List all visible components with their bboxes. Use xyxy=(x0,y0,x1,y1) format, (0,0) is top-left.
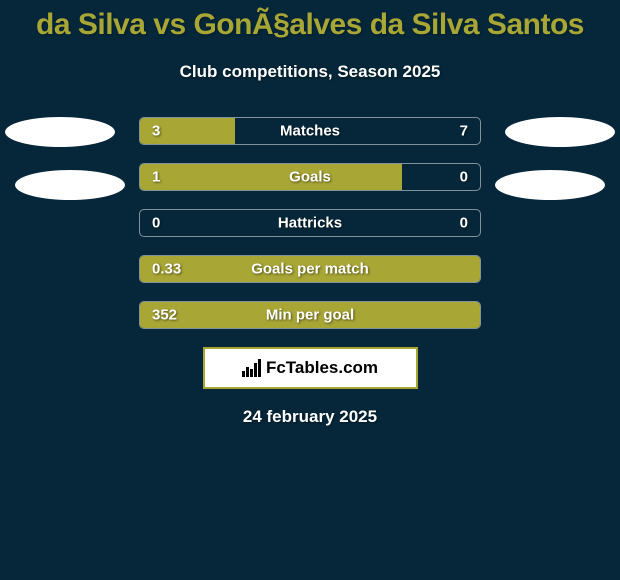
page-title: da Silva vs GonÃ§alves da Silva Santos xyxy=(0,0,620,42)
stat-label: Min per goal xyxy=(266,307,354,324)
stat-right-value: 7 xyxy=(460,123,468,140)
subtitle: Club competitions, Season 2025 xyxy=(0,62,620,82)
stat-row-goals: 1 Goals 0 xyxy=(139,163,481,191)
player-left-avatar-1 xyxy=(5,117,115,147)
player-right-avatar-1 xyxy=(505,117,615,147)
stat-row-min-per-goal: 352 Min per goal xyxy=(139,301,481,329)
stat-right-value: 0 xyxy=(460,215,468,232)
bar-right xyxy=(402,164,480,190)
date-text: 24 february 2025 xyxy=(0,407,620,427)
stat-row-matches: 3 Matches 7 xyxy=(139,117,481,145)
logo-text: FcTables.com xyxy=(266,358,378,378)
player-right-avatar-2 xyxy=(495,170,605,200)
logo-box: FcTables.com xyxy=(203,347,418,389)
bars-wrapper: 3 Matches 7 1 Goals 0 0 Hattricks 0 xyxy=(139,117,481,329)
bar-right xyxy=(235,118,480,144)
stat-left-value: 0 xyxy=(152,215,160,232)
chart-area: 3 Matches 7 1 Goals 0 0 Hattricks 0 xyxy=(0,117,620,427)
stat-label: Hattricks xyxy=(278,215,342,232)
stat-right-value: 0 xyxy=(460,169,468,186)
stat-label: Goals per match xyxy=(251,261,369,278)
stat-left-value: 352 xyxy=(152,307,177,324)
stat-left-value: 1 xyxy=(152,169,160,186)
stat-left-value: 3 xyxy=(152,123,160,140)
stat-row-goals-per-match: 0.33 Goals per match xyxy=(139,255,481,283)
stat-left-value: 0.33 xyxy=(152,261,181,278)
stat-label: Matches xyxy=(280,123,340,140)
infographic-container: da Silva vs GonÃ§alves da Silva Santos C… xyxy=(0,0,620,580)
stat-label: Goals xyxy=(289,169,331,186)
player-left-avatar-2 xyxy=(15,170,125,200)
stat-row-hattricks: 0 Hattricks 0 xyxy=(139,209,481,237)
bar-left xyxy=(140,164,402,190)
chart-icon xyxy=(242,359,262,377)
